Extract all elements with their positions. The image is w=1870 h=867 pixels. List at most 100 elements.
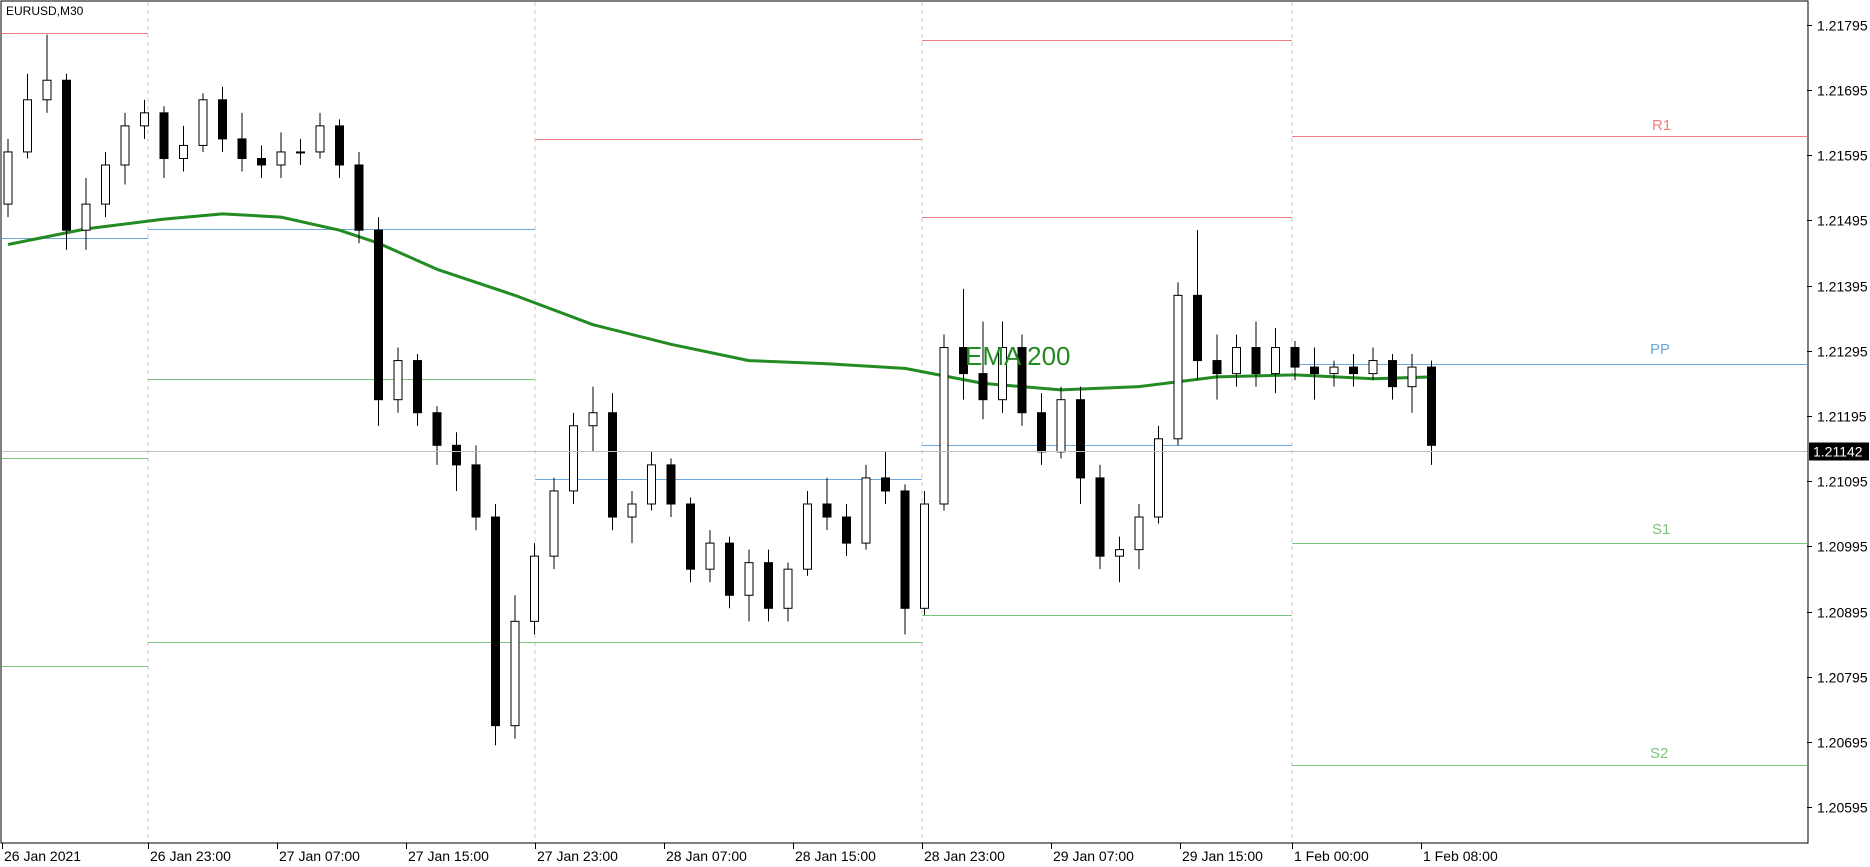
candle-body-bearish [1349,366,1358,375]
candle [179,125,188,172]
x-tick-label: 1 Feb 08:00 [1423,848,1498,864]
candle-body-bearish [1427,366,1436,446]
candle [1017,334,1027,426]
candle [23,73,32,159]
candle [647,451,656,511]
x-tick-label: 28 Jan 23:00 [924,848,1005,864]
candle [218,86,227,152]
candle [140,99,149,139]
candle-body-bullish [549,490,559,557]
current-price-label: 1.21142 [1813,444,1863,460]
candle [842,503,851,557]
candle [257,145,266,179]
pivot-label-s2: S2 [1650,745,1668,762]
candle-body-bearish [881,477,890,492]
candle-body-bearish [354,164,364,231]
candle-body-bearish [335,125,344,166]
ema-200-line [7,212,1432,392]
x-tick-label: 29 Jan 07:00 [1053,848,1134,864]
candle [432,406,442,465]
candle [588,386,598,452]
candle-body-bullish [1115,549,1124,557]
y-tick-label: 1.20695 [1817,735,1868,751]
candle-body-bullish [179,144,188,159]
candle [1271,327,1280,394]
y-tick-label: 1.21595 [1817,148,1868,164]
x-tick-label: 26 Jan 23:00 [150,848,231,864]
candle [1134,503,1144,570]
candle-body-bullish [744,562,754,596]
candle-body-bullish [42,79,52,101]
candle [1232,334,1241,387]
candle [101,151,110,218]
candle [978,321,988,420]
candle [783,562,793,622]
candle-body-bearish [822,503,832,518]
candle-body-bearish [1251,347,1261,375]
candle-body-bearish [1388,360,1397,388]
candle [159,106,169,179]
plot-frame [0,0,1809,844]
candle-body-bearish [62,79,71,231]
candle-body-bearish [764,562,773,609]
candle [1407,354,1417,413]
candle-body-bearish [1212,360,1222,375]
candle [881,451,890,504]
price-axis[interactable]: 1.20595 1.20695 1.20795 1.20895 1.20995 1.210… [1807,18,1869,816]
candle-body-bearish [1037,412,1046,453]
candle [276,132,286,179]
y-tick-label: 1.21395 [1817,279,1868,295]
candle [393,347,403,413]
candle [861,464,871,550]
x-tick-label: 28 Jan 15:00 [795,848,876,864]
candle [1388,354,1397,400]
candle [764,549,773,622]
candle-body-bullish [120,125,130,166]
candle-body-bullish [510,620,520,727]
candle-body-bullish [1407,366,1417,388]
candle [1310,347,1319,400]
candle-body-bullish [627,503,637,518]
candle-body-bearish [725,542,734,596]
candle [1076,386,1085,504]
candle [3,138,13,218]
candle-body-bullish [1134,516,1144,551]
candle [705,530,715,583]
candle [374,217,383,426]
pivot-label-pp: PP [1650,341,1670,358]
x-tick-label: 28 Jan 07:00 [666,848,747,864]
candle [62,73,71,250]
candle [296,138,305,165]
candle-body-bullish [1329,366,1339,375]
candle [491,503,500,746]
candle [198,93,208,152]
candle-body-bearish [1310,366,1319,375]
candle [1427,360,1436,465]
candle-body-bullish [569,425,578,492]
candle-body-bullish [920,503,929,609]
candle-body-bearish [237,138,247,159]
candle [569,412,578,504]
candle [549,477,559,570]
candle [1095,464,1105,570]
time-axis[interactable]: 26 Jan 2021 26 Jan 23:00 27 Jan 07:00 27 Ja… [2,843,1498,864]
candle [1349,354,1358,387]
candle-body-bearish [608,412,617,518]
candle-body-bearish [1017,347,1027,414]
candle-body-bearish [413,360,422,414]
candle [413,354,422,426]
candle-body-bullish [393,360,403,401]
candle-body-bearish [686,503,695,570]
candle-body-bullish [101,164,110,205]
candle [120,112,130,185]
candle-body-bullish [1368,360,1378,375]
candle [1193,230,1202,381]
y-tick-label: 1.21195 [1817,409,1867,425]
candle-body-bullish [530,555,539,622]
candle [803,490,812,576]
x-tick-label: 27 Jan 15:00 [408,848,489,864]
candle [315,112,325,159]
candle [237,112,247,172]
candle-body-bearish [978,373,988,401]
